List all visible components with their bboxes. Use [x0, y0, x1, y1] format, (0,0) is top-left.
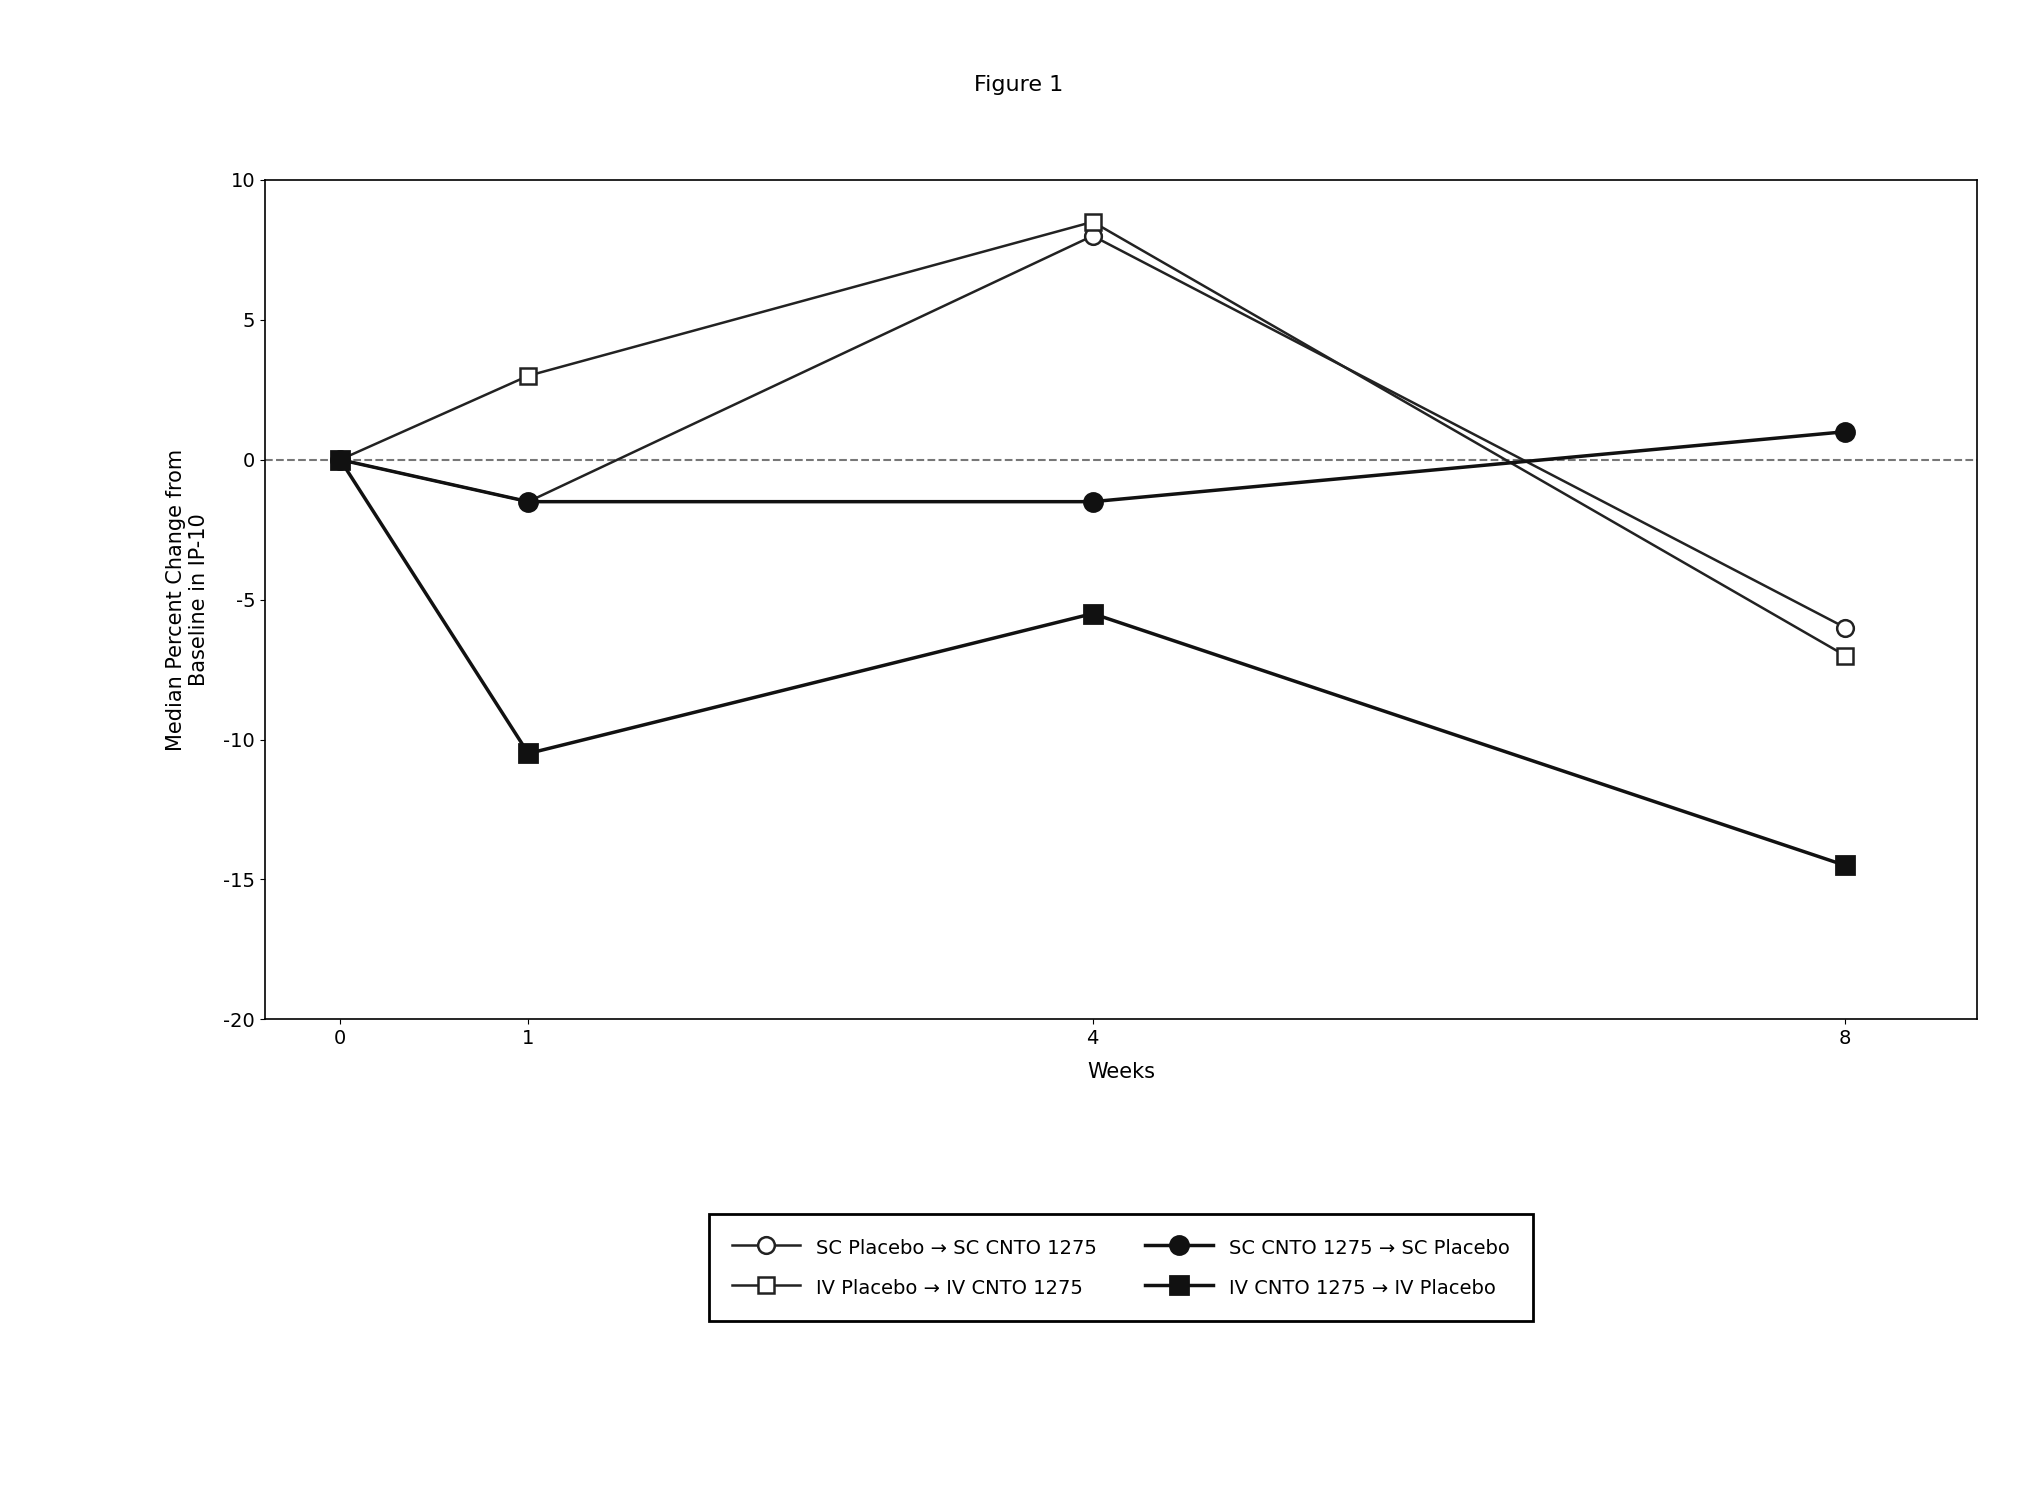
Y-axis label: Median Percent Change from
Baseline in IP-10: Median Percent Change from Baseline in I…	[167, 448, 210, 751]
Text: Figure 1: Figure 1	[974, 75, 1064, 94]
X-axis label: Weeks: Weeks	[1086, 1061, 1156, 1082]
Legend: SC Placebo → SC CNTO 1275, IV Placebo → IV CNTO 1275, SC CNTO 1275 → SC Placebo,: SC Placebo → SC CNTO 1275, IV Placebo → …	[709, 1214, 1533, 1321]
